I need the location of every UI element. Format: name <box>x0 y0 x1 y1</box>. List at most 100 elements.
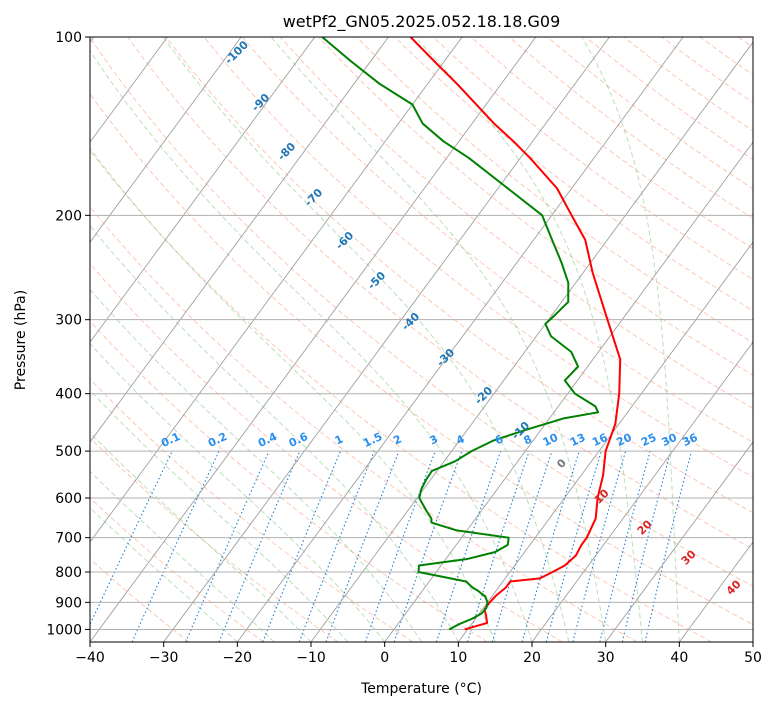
isotherm <box>90 37 537 642</box>
axes: −40 −30 −20 −10 0 10 20 30 40 5010020030040050060… <box>46 30 762 666</box>
isotherm <box>678 541 753 642</box>
isotherm <box>163 37 610 642</box>
mixing-ratio-label: 13 <box>568 431 587 449</box>
isotherm <box>752 641 753 642</box>
isotherm-label: 30 <box>679 547 699 567</box>
dry-adiabat <box>547 37 753 190</box>
mixing-ratio-line <box>393 450 463 642</box>
isotherm <box>90 37 316 343</box>
mixing-ratio-label: 0.1 <box>159 430 182 450</box>
dry-adiabat <box>661 37 753 104</box>
y-tick-label: 800 <box>55 565 82 581</box>
isotherm-label: -30 <box>434 346 457 369</box>
isotherm <box>90 37 463 543</box>
isotherm-label: -40 <box>399 310 422 333</box>
isotherm <box>90 37 242 243</box>
mixing-ratio-label: 6 <box>493 432 506 447</box>
dry-adiabat <box>699 37 753 76</box>
dry-adiabat <box>394 37 753 312</box>
x-tick-label: 20 <box>523 650 541 666</box>
grid-lines <box>90 37 753 642</box>
x-tick-label: −20 <box>223 650 253 666</box>
y-tick-label: 700 <box>55 531 82 547</box>
mixing-ratio-label: 3 <box>428 432 440 447</box>
dry-adiabat <box>737 37 753 49</box>
x-tick-label: 0 <box>380 650 389 666</box>
mixing-ratio-label: 20 <box>614 431 634 449</box>
x-tick-label: −10 <box>296 650 326 666</box>
y-tick-label: 400 <box>55 387 82 403</box>
profiles <box>321 37 622 631</box>
dry-adiabat <box>90 437 339 642</box>
mixing-ratio-line <box>466 450 530 642</box>
isotherm <box>384 141 753 642</box>
moist-adiabat <box>90 147 496 642</box>
dry-adiabat <box>623 37 753 132</box>
dry-adiabat <box>318 37 753 376</box>
background-lines <box>90 37 753 642</box>
mixing-ratio-label: 2 <box>391 432 403 447</box>
isotherm-label: -80 <box>275 140 298 163</box>
y-tick-label: 600 <box>55 491 82 507</box>
y-tick-label: 500 <box>55 444 82 460</box>
mixing-ratio-line <box>364 450 436 642</box>
mixing-ratio-line <box>90 450 173 626</box>
plot-frame <box>89 36 754 643</box>
mixing-ratio-label: 0.4 <box>256 430 279 450</box>
mixing-ratio-label: 8 <box>522 432 534 447</box>
y-axis-label: Pressure (hPa) <box>13 290 29 390</box>
isotherm <box>90 37 389 443</box>
inner-labels: -100-90-80-70-60-50-40-30-20-10010203040… <box>159 38 744 598</box>
moist-adiabat <box>581 37 680 642</box>
dry-adiabat <box>241 37 753 444</box>
y-tick-label: 100 <box>55 30 82 46</box>
dry-adiabat <box>90 206 638 642</box>
isotherm <box>605 441 753 642</box>
isotherm-label: -50 <box>365 269 388 292</box>
mixing-ratio-line <box>545 450 602 642</box>
x-tick-label: 10 <box>449 650 467 666</box>
moist-adiabat <box>414 37 643 642</box>
isotherm-label: 10 <box>592 486 612 506</box>
x-tick-label: 30 <box>597 650 615 666</box>
mixing-ratio-label: 30 <box>660 431 680 449</box>
mixing-ratio-line <box>262 450 341 642</box>
mixing-ratio-line <box>185 450 270 642</box>
moist-adiabat <box>90 389 349 642</box>
mixing-ratio-line <box>298 450 375 642</box>
isotherm <box>236 37 684 642</box>
dry-adiabat <box>90 262 563 642</box>
dry-adiabat <box>127 37 753 550</box>
moist-adiabat <box>270 37 607 642</box>
moist-adiabat <box>90 50 533 642</box>
mixing-ratio-label: 36 <box>680 431 700 449</box>
isotherm <box>90 37 168 143</box>
chart-title: wetPf2_GN05.2025.052.18.18.G09 <box>283 12 561 32</box>
dry-adiabat <box>90 320 488 642</box>
y-tick-label: 200 <box>55 208 82 224</box>
mixing-ratio-line <box>572 450 627 642</box>
dry-adiabat <box>470 37 753 250</box>
mixing-ratio-label: 16 <box>590 431 610 449</box>
isotherm-label: 0 <box>554 456 569 471</box>
y-tick-label: 900 <box>55 595 82 611</box>
x-tick-label: −40 <box>75 650 105 666</box>
mixing-ratio-line <box>521 450 580 642</box>
isotherm-label: -100 <box>222 38 251 67</box>
isotherm <box>457 241 753 642</box>
mixing-ratio-line <box>435 450 502 642</box>
mixing-ratio-line <box>218 450 301 642</box>
dry-adiabat <box>90 93 753 626</box>
x-tick-label: 50 <box>744 650 762 666</box>
dry-adiabat <box>279 37 753 410</box>
dry-adiabat <box>508 37 753 220</box>
temperature-profile <box>409 37 622 631</box>
x-tick-label: −30 <box>149 650 179 666</box>
dry-adiabat <box>165 37 753 514</box>
mixing-ratio-label: 10 <box>541 431 561 449</box>
y-tick-label: 300 <box>55 313 82 329</box>
isotherm <box>310 41 753 642</box>
mixing-ratio-label: 25 <box>639 431 658 449</box>
moist-adiabat <box>162 37 570 642</box>
